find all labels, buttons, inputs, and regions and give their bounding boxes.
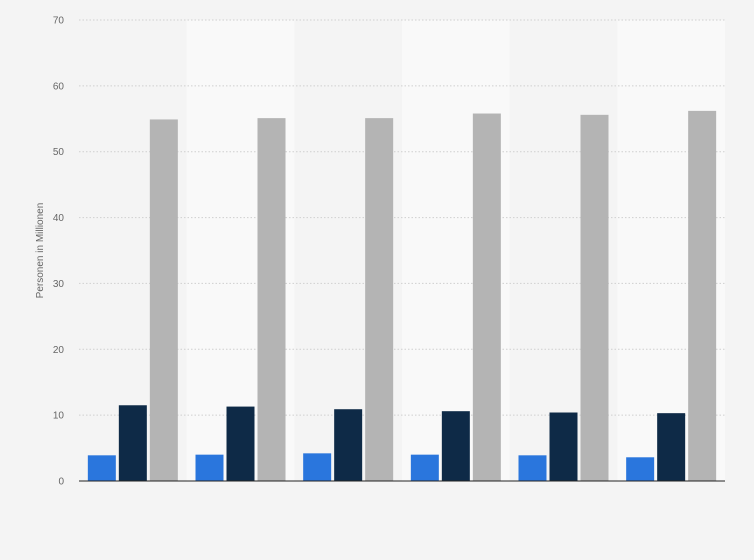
bar-series1-group2[interactable]: [195, 454, 224, 481]
y-axis-ticks: 0 10 20 30 40 50 60 70: [53, 16, 65, 488]
bar-series1-group3[interactable]: [303, 453, 332, 481]
bar-series3-group4[interactable]: [472, 113, 501, 481]
y-tick-label-70: 70: [53, 16, 65, 27]
y-tick-label-0: 0: [58, 477, 64, 488]
y-tick-label-40: 40: [53, 213, 65, 224]
y-tick-label-10: 10: [53, 411, 65, 422]
y-tick-label-20: 20: [53, 345, 65, 356]
bar-series1-group1[interactable]: [87, 455, 116, 481]
bar-series3-group6[interactable]: [688, 110, 717, 481]
bar-series1-group6[interactable]: [626, 457, 655, 481]
y-tick-label-60: 60: [53, 81, 65, 92]
bar-series1-group5[interactable]: [518, 455, 547, 481]
bar-series3-group1[interactable]: [149, 119, 178, 482]
bar-series3-group2[interactable]: [257, 118, 286, 482]
bars: [87, 110, 717, 482]
y-axis-title: Personen in Millionen: [35, 203, 46, 299]
bar-series2-group4[interactable]: [441, 411, 470, 481]
bar-series2-group3[interactable]: [334, 409, 363, 481]
y-tick-label-50: 50: [53, 147, 65, 158]
bar-series2-group6[interactable]: [657, 413, 686, 481]
y-tick-label-30: 30: [53, 279, 65, 290]
bar-series2-group2[interactable]: [226, 406, 255, 481]
bar-series2-group1[interactable]: [118, 405, 147, 481]
bar-series2-group5[interactable]: [549, 412, 578, 481]
bar-series3-group5[interactable]: [580, 114, 609, 481]
bar-series3-group3[interactable]: [365, 118, 394, 482]
bar-series1-group4[interactable]: [410, 454, 439, 481]
gridlines: [79, 19, 725, 416]
